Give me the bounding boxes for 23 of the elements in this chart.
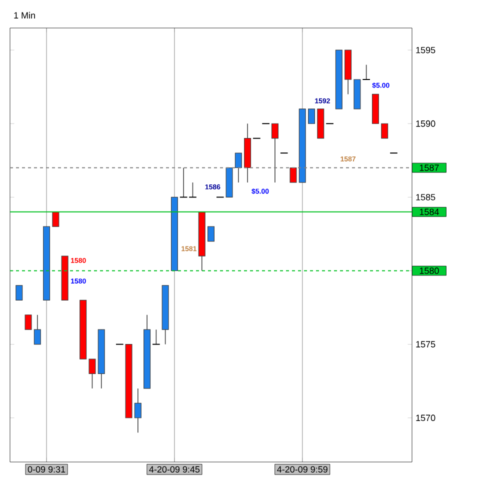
- x-tick-label: 4-20-09 9:59: [277, 466, 328, 473]
- ref-line-label: 1587: [420, 164, 439, 171]
- candlestick: [134, 388, 142, 433]
- candlestick: [234, 152, 242, 183]
- ref-line-label: 1584: [420, 208, 439, 216]
- candlestick: [362, 64, 370, 80]
- candlestick: [152, 329, 160, 345]
- chart-title: 1 Min: [14, 12, 35, 18]
- ref-line-label: 1580: [420, 268, 439, 274]
- candlestick: [290, 167, 297, 183]
- candlestick: [271, 123, 278, 183]
- y-tick-label: 1575: [416, 341, 436, 348]
- candlestick: [179, 167, 188, 198]
- y-tick-label: 1585: [416, 194, 436, 200]
- candlestick: [208, 226, 214, 242]
- x-tick-label: 4-20-09 9:45: [149, 466, 200, 473]
- y-tick-label: 1570: [416, 414, 436, 422]
- candlestick: [308, 108, 316, 124]
- candlestick: [381, 123, 388, 139]
- candlestick: [188, 182, 197, 198]
- y-tick-label: 1590: [416, 120, 436, 127]
- y-tick-label: 1595: [416, 46, 436, 54]
- x-tick-label: 0-09 9:31: [28, 466, 66, 473]
